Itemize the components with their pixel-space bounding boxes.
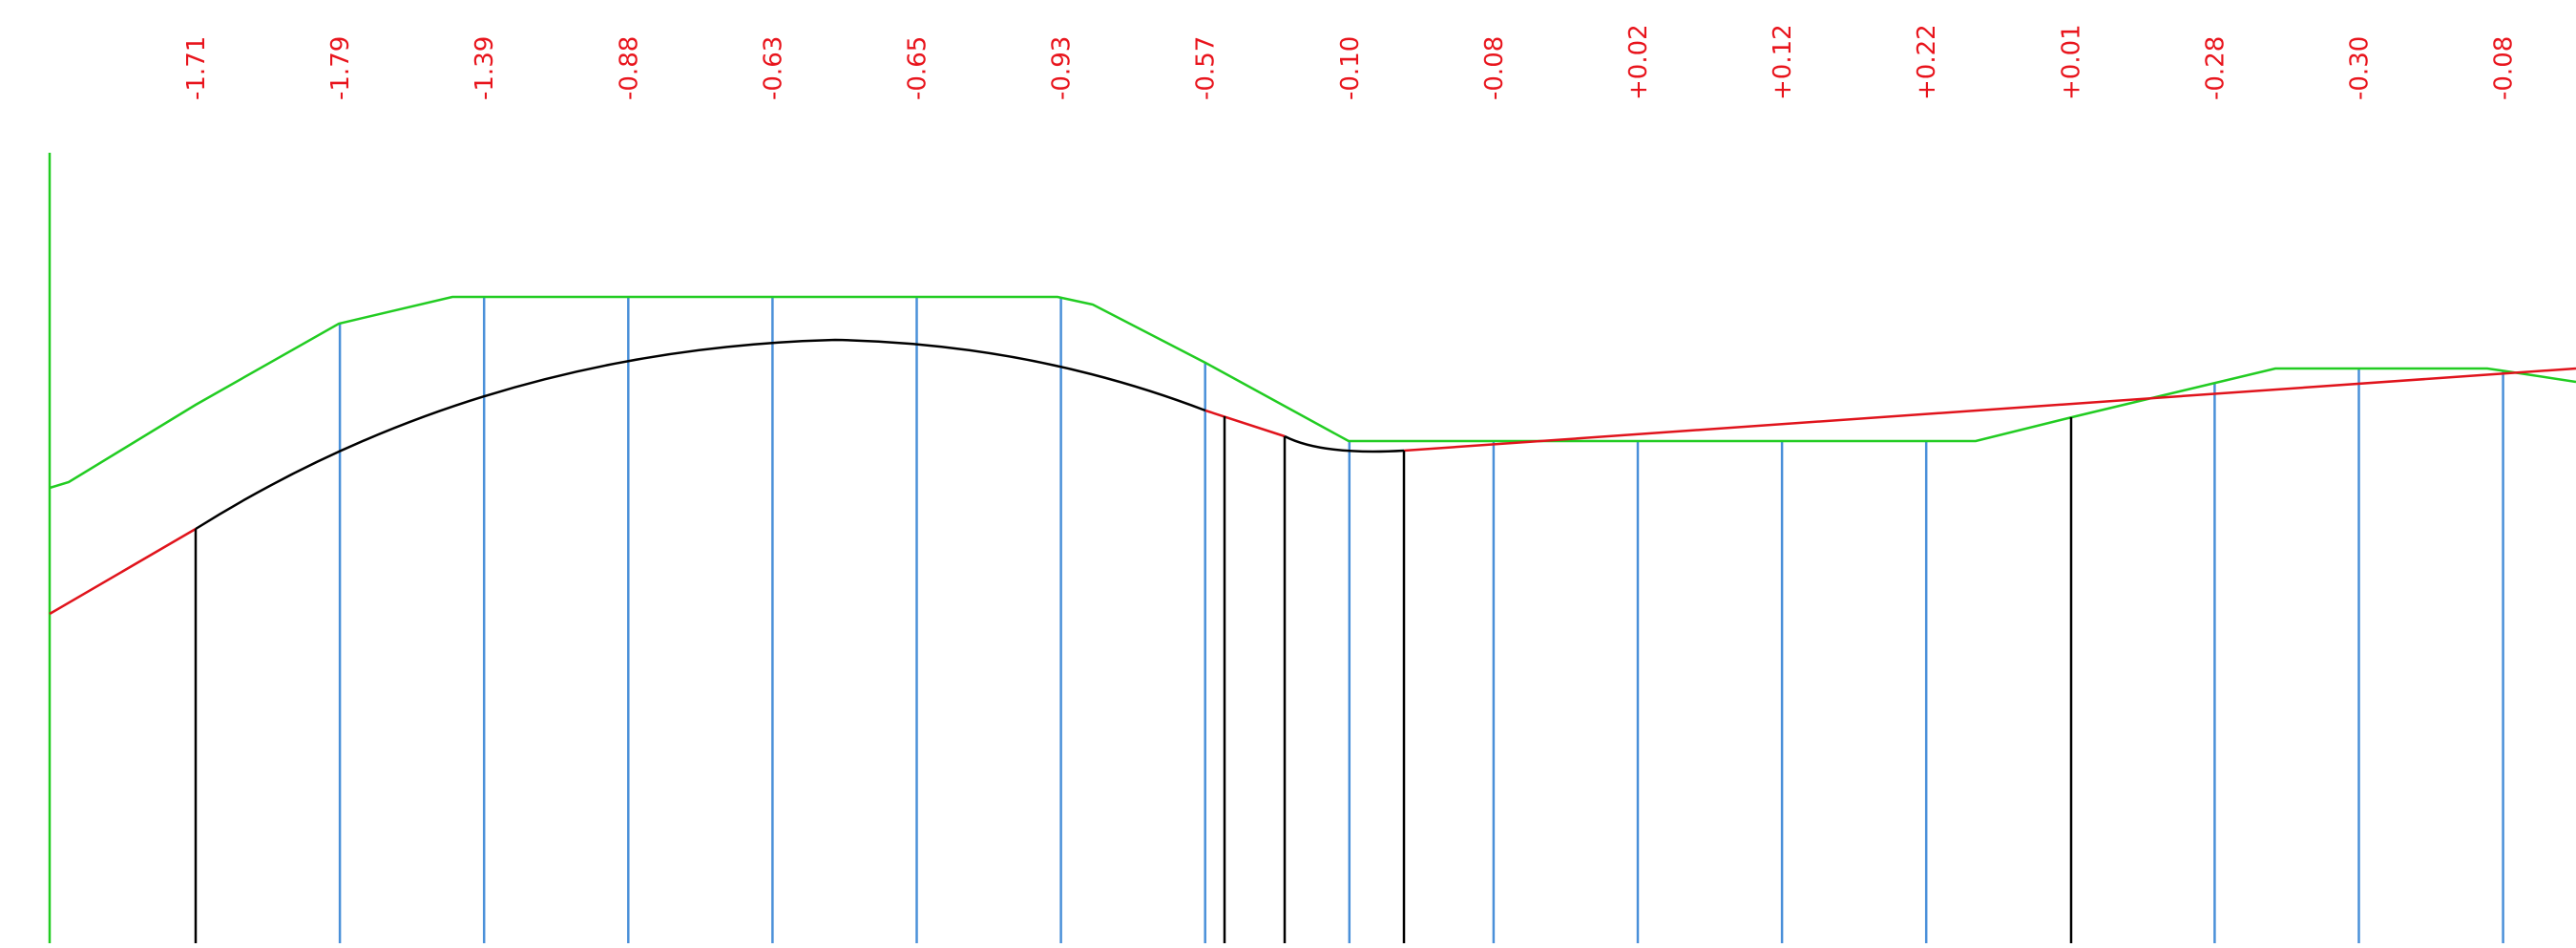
crest-vertical-curve bbox=[195, 338, 1206, 531]
station-label: -0.30 bbox=[2346, 36, 2375, 100]
station-label: +0.01 bbox=[2057, 24, 2085, 100]
station-label: -1.39 bbox=[471, 36, 499, 100]
station-label: -0.65 bbox=[904, 36, 932, 100]
existing-ground-line bbox=[49, 295, 2576, 490]
station-lines bbox=[338, 297, 2504, 943]
sag-vertical-curve bbox=[1284, 434, 1405, 453]
station-label: +0.12 bbox=[1769, 24, 1797, 100]
station-label: -1.71 bbox=[182, 36, 211, 100]
station-label: -0.93 bbox=[1048, 36, 1077, 100]
station-label: +0.02 bbox=[1624, 24, 1653, 100]
design-grade-left-tangent bbox=[49, 527, 197, 616]
station-label: -1.79 bbox=[326, 36, 355, 100]
station-label: -0.08 bbox=[2490, 36, 2519, 100]
station-label: -0.88 bbox=[615, 36, 643, 100]
station-label: -0.57 bbox=[1192, 36, 1221, 100]
station-label: -0.28 bbox=[2201, 36, 2230, 100]
station-label: -0.63 bbox=[759, 36, 787, 100]
station-label: +0.22 bbox=[1913, 24, 1941, 100]
station-label: -0.10 bbox=[1336, 36, 1365, 100]
station-label: -0.08 bbox=[1480, 36, 1509, 100]
station-labels: -1.71 -1.79 -1.39 -0.88 -0.63 -0.65 -0.93 -0.57… bbox=[182, 24, 2519, 100]
design-grade-middle-tangent bbox=[1204, 409, 1286, 438]
design-grade-right-tangent bbox=[1403, 367, 2576, 453]
